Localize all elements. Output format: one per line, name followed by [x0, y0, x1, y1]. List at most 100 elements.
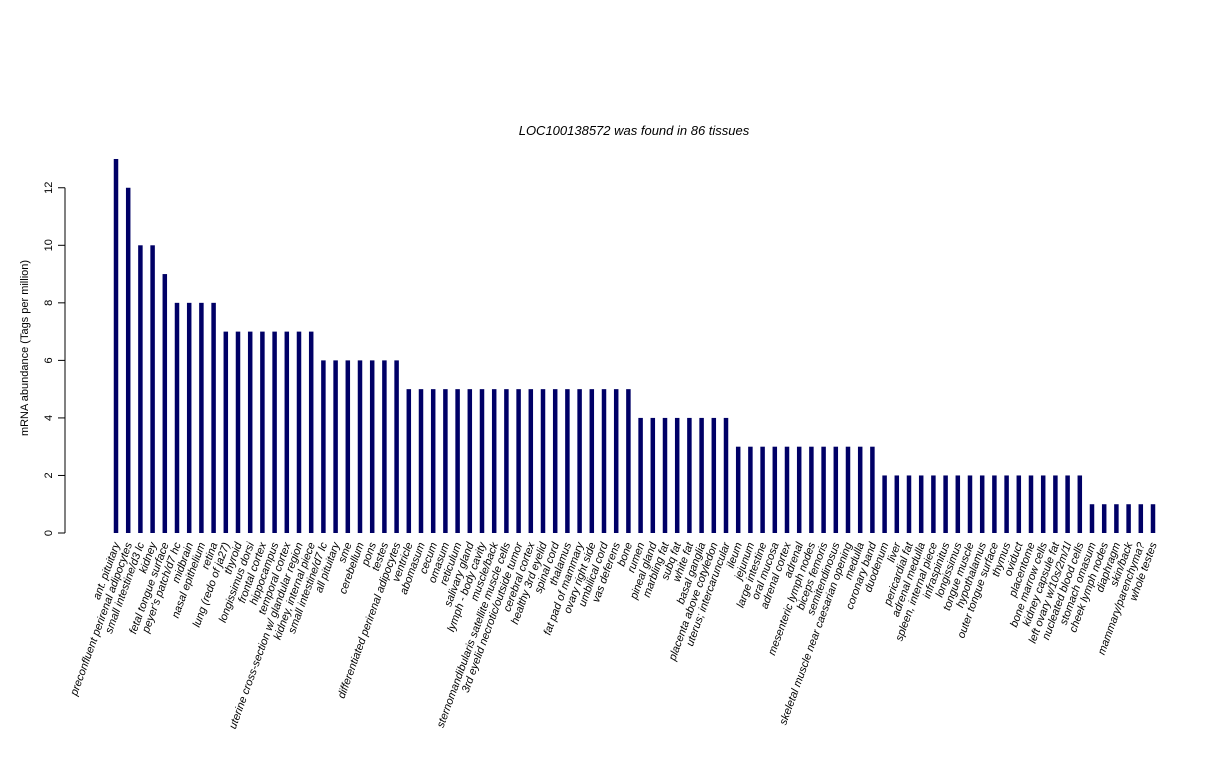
- bar: [1016, 475, 1022, 533]
- bar: [199, 302, 204, 533]
- bar: [540, 389, 546, 533]
- bar: [894, 475, 900, 533]
- y-axis: 0 2 4 6 8 10 12: [43, 182, 66, 536]
- bar: [443, 389, 448, 533]
- bar: [589, 389, 595, 533]
- bar: [333, 360, 338, 533]
- bar: [260, 331, 265, 533]
- bar: [272, 331, 277, 533]
- bar: [430, 389, 436, 533]
- bar: [955, 475, 961, 533]
- bar: [1126, 504, 1131, 533]
- bar: [455, 389, 460, 533]
- bar: [308, 331, 314, 533]
- bar: [1040, 475, 1046, 533]
- bar: [687, 417, 692, 533]
- bar: [150, 245, 155, 534]
- bar: [857, 446, 863, 533]
- bar: [406, 389, 412, 533]
- bar: [821, 446, 826, 533]
- bar: [882, 475, 887, 533]
- bar: [674, 417, 680, 533]
- bar: [552, 389, 558, 533]
- bar: [174, 302, 180, 533]
- bar: [211, 302, 216, 533]
- y-tick-label: 6: [43, 357, 55, 363]
- y-tick-label: 12: [43, 182, 55, 194]
- bar: [992, 475, 997, 533]
- bar: [833, 446, 839, 533]
- bar: [247, 331, 253, 533]
- bar: [321, 360, 326, 533]
- bar: [223, 331, 229, 533]
- y-tick-label: 2: [43, 472, 55, 478]
- bar: [296, 331, 302, 533]
- bar: [577, 389, 582, 533]
- y-tick-label: 0: [43, 530, 55, 536]
- bar: [491, 389, 497, 533]
- bar: [345, 360, 351, 533]
- bar: [394, 360, 399, 533]
- bar: [870, 446, 875, 533]
- bar: [1004, 475, 1009, 533]
- bar: [735, 446, 741, 533]
- bar: [943, 475, 948, 533]
- bar: [809, 446, 814, 533]
- bar: [1053, 475, 1058, 533]
- bar: [528, 389, 534, 533]
- bar: [1150, 504, 1156, 533]
- bar: [979, 475, 985, 533]
- bar: [784, 446, 790, 533]
- chart-title: LOC100138572 was found in 86 tissues: [519, 123, 750, 138]
- bar: [125, 187, 131, 533]
- bar: [162, 274, 168, 533]
- bar: [1077, 475, 1083, 533]
- bars: [113, 158, 1156, 534]
- bar: [369, 360, 375, 533]
- category-label: preconfluent perirenal adipocytes: [68, 540, 135, 698]
- bar: [650, 417, 656, 533]
- bar: [1101, 504, 1107, 533]
- bar: [931, 475, 936, 533]
- y-tick-label: 4: [43, 415, 55, 421]
- bar: [662, 417, 668, 533]
- bar: [284, 331, 290, 533]
- bar: [357, 360, 363, 533]
- bar: [479, 389, 485, 533]
- bar: [723, 417, 729, 533]
- bar: [186, 302, 192, 533]
- bar: [1114, 504, 1119, 533]
- bar: [113, 158, 119, 534]
- bar: [845, 446, 851, 533]
- bar: [601, 389, 607, 533]
- bar: [418, 389, 424, 533]
- bar: [748, 446, 753, 533]
- y-tick-label: 8: [43, 300, 55, 306]
- bar: [638, 417, 643, 533]
- bar: [906, 475, 912, 533]
- bar: [626, 389, 631, 533]
- y-tick-label: 10: [43, 239, 55, 251]
- bar: [699, 417, 704, 533]
- bar: [382, 360, 387, 533]
- bar: [516, 389, 521, 533]
- bar: [235, 331, 241, 533]
- bar: [467, 389, 473, 533]
- bar: [796, 446, 802, 533]
- bar: [1138, 504, 1144, 533]
- bar: [1065, 475, 1070, 533]
- bar: [760, 446, 765, 533]
- y-axis-label: mRNA abundance (Tags per million): [19, 260, 31, 436]
- bar: [504, 389, 509, 533]
- bar: [138, 245, 143, 534]
- bar: [613, 389, 619, 533]
- bar: [565, 389, 570, 533]
- bar: [918, 475, 924, 533]
- bar: [967, 475, 973, 533]
- bar: [1089, 504, 1095, 533]
- bar: [711, 417, 717, 533]
- bar: [772, 446, 778, 533]
- bar: [1028, 475, 1034, 533]
